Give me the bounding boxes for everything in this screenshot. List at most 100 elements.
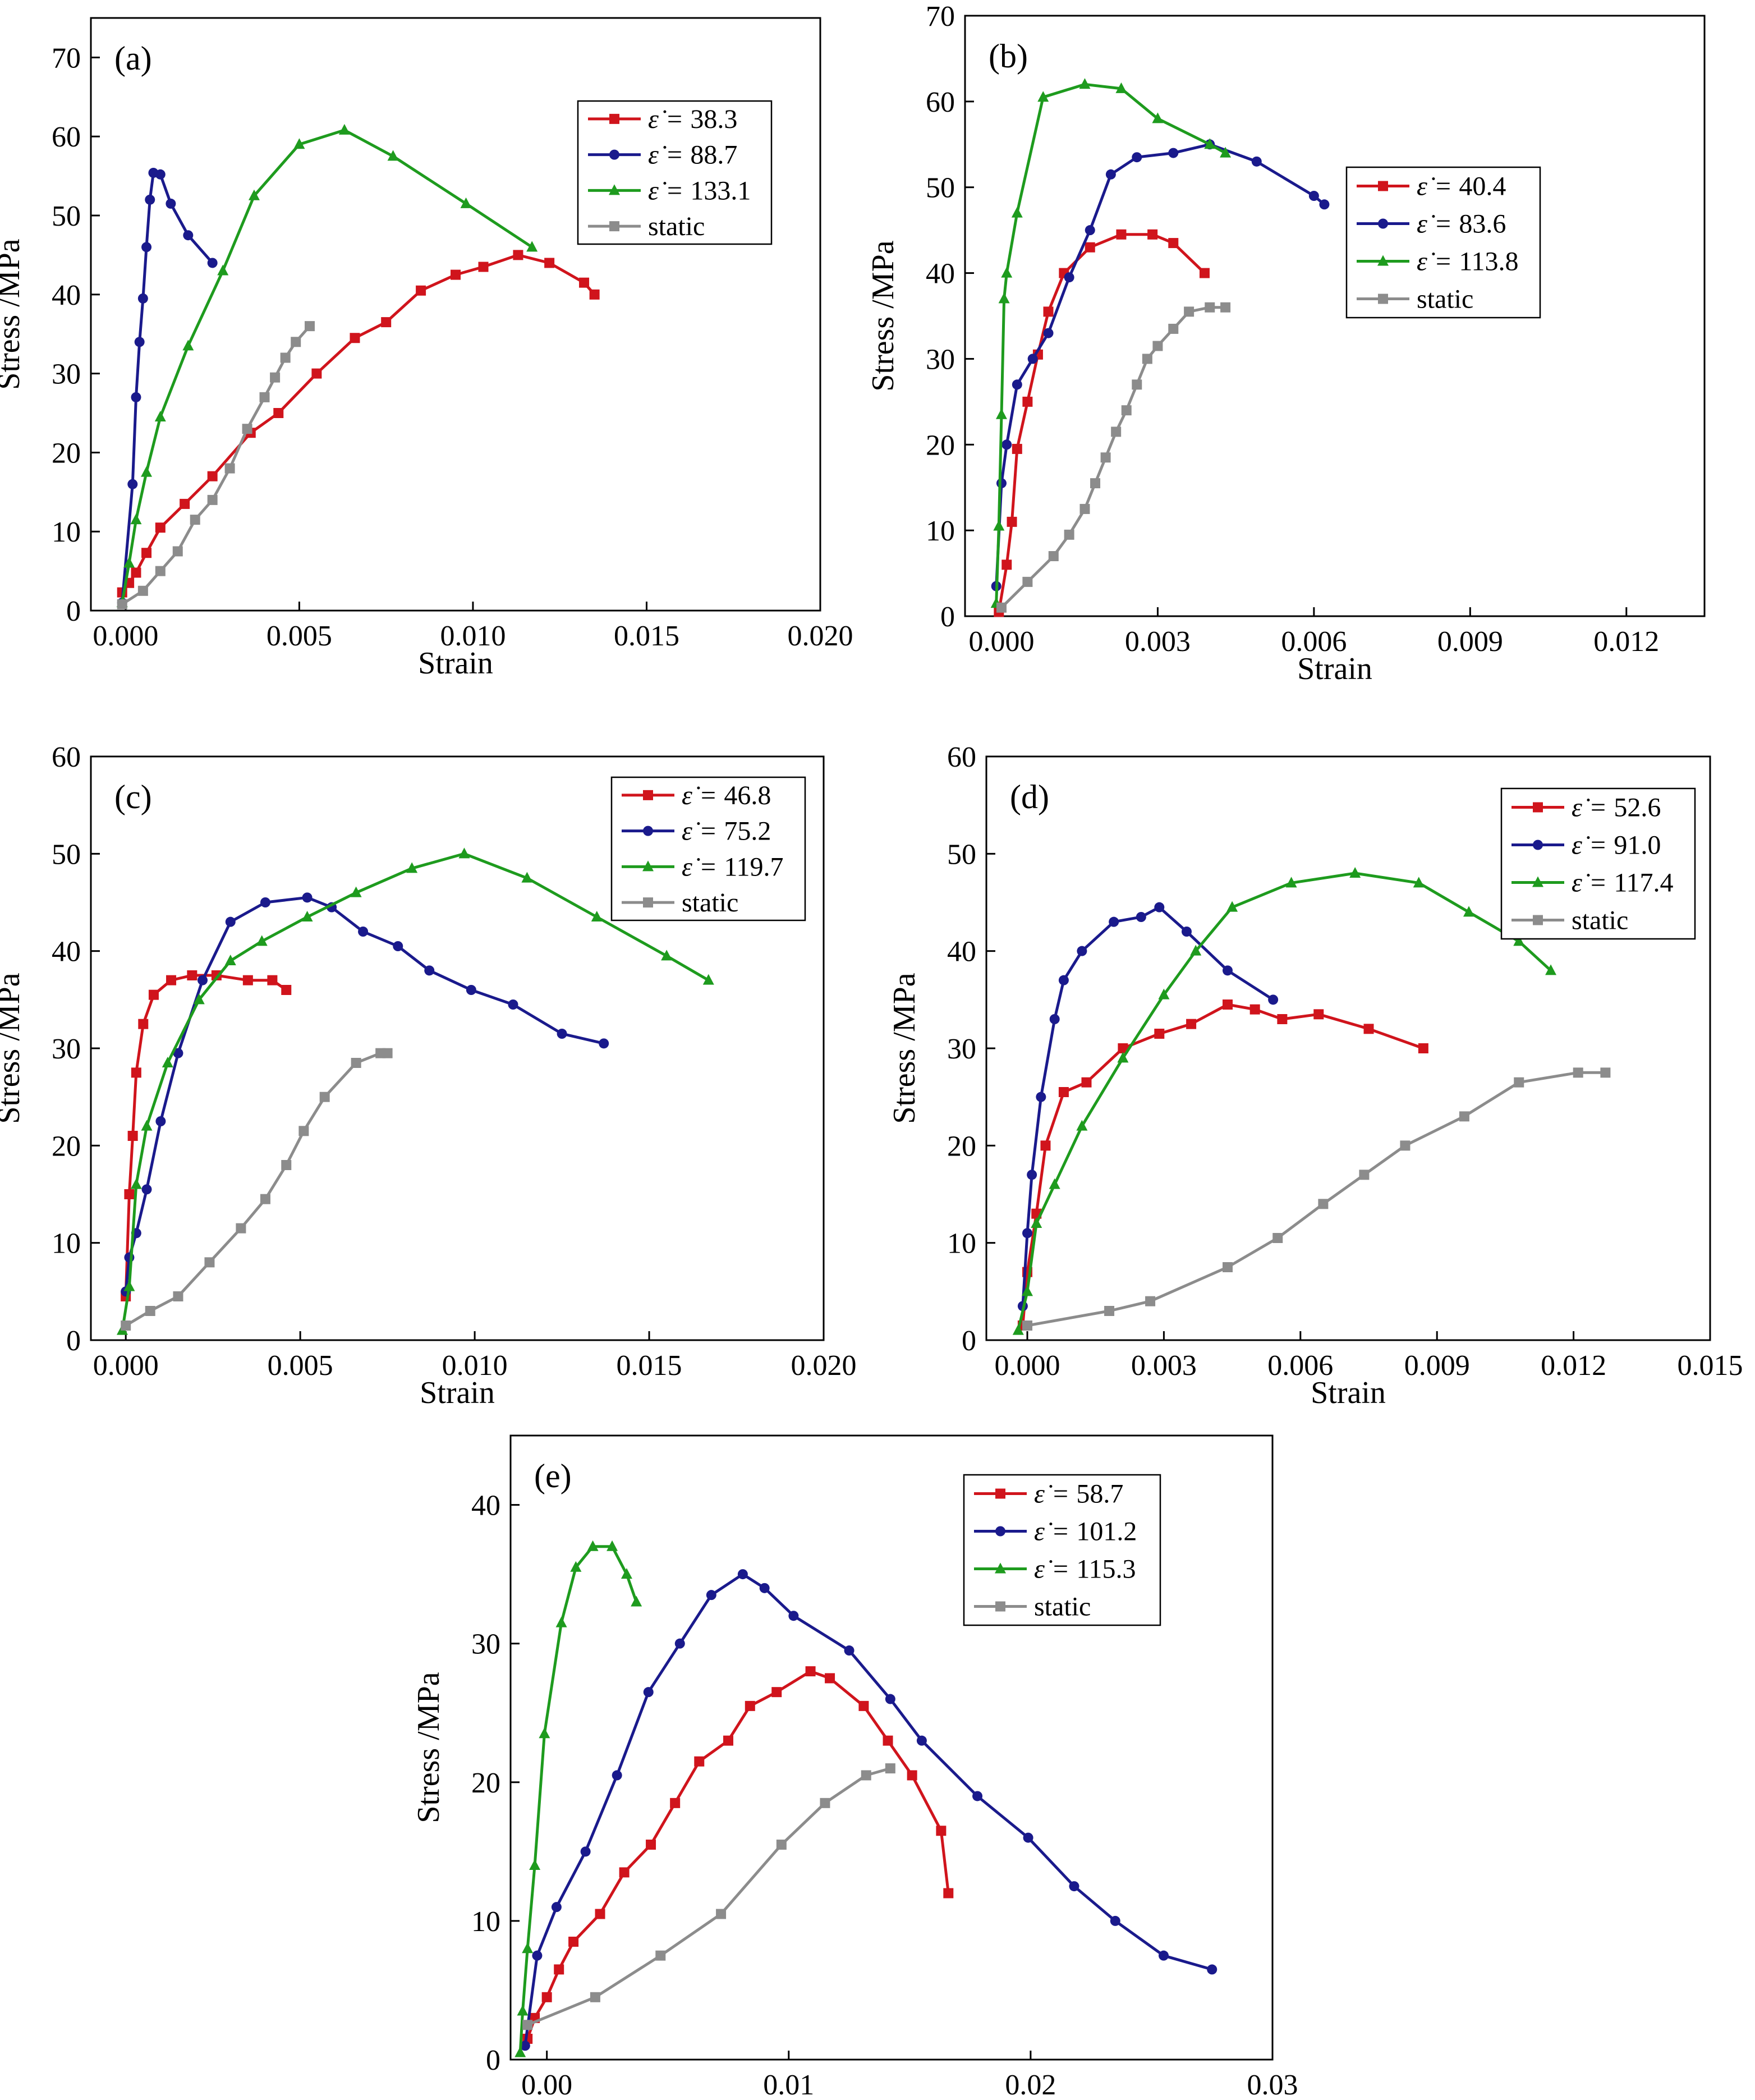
data-point <box>281 1160 292 1170</box>
legend-marker <box>609 221 619 232</box>
data-point <box>145 1306 155 1316</box>
panel-c: 0.000 0.005 0.010 0.015 0.020 0 10 20 30 40 50 60 St… <box>0 741 857 1410</box>
legend-symbol: ε̇ = <box>648 104 690 134</box>
y-tick-label: 20 <box>947 1130 976 1162</box>
x-tick-label: 0.020 <box>791 1350 857 1382</box>
legend-label: ε̇ = 88.7 <box>648 140 737 170</box>
y-tick-label: 50 <box>947 838 976 870</box>
legend-value: 119.7 <box>724 852 783 882</box>
data-point <box>612 1770 622 1781</box>
legend-item: ε̇ = 46.8 <box>622 781 771 810</box>
legend-value: 46.8 <box>724 781 771 810</box>
legend-value: 40.4 <box>1459 172 1506 201</box>
legend-item: static <box>1511 906 1628 936</box>
data-point <box>607 1540 618 1551</box>
legend-marker <box>1377 255 1389 266</box>
data-point <box>424 965 435 976</box>
data-point <box>544 258 555 268</box>
data-point <box>1285 877 1297 888</box>
data-point <box>788 1611 799 1621</box>
legend-marker <box>995 1562 1006 1574</box>
series-static <box>121 1048 393 1331</box>
data-point <box>260 1194 270 1204</box>
data-point <box>661 950 673 961</box>
data-point <box>267 975 278 985</box>
data-point <box>141 548 152 558</box>
legend-label: ε̇ = 83.6 <box>1417 209 1506 239</box>
data-point <box>996 602 1007 613</box>
series-line <box>523 1572 1214 2047</box>
data-point <box>182 340 194 351</box>
data-point <box>1022 1285 1033 1296</box>
x-tick-label: 0.000 <box>968 626 1034 658</box>
legend-item: static <box>974 1592 1091 1622</box>
legend-label: ε̇ = 119.7 <box>682 852 784 882</box>
data-point <box>350 333 360 343</box>
data-point <box>936 1826 947 1836</box>
data-point <box>1159 1950 1169 1961</box>
data-point <box>173 1291 183 1301</box>
data-point <box>1040 1140 1051 1151</box>
x-tick-label: 0.003 <box>1131 1350 1197 1382</box>
y-tick-label: 10 <box>471 1906 500 1938</box>
series-46.8 <box>121 970 292 1301</box>
data-point <box>1001 267 1013 278</box>
series-119.7 <box>116 847 714 1335</box>
data-point <box>1154 1029 1165 1039</box>
legend-value: 91.0 <box>1614 831 1661 860</box>
y-tick-label: 40 <box>947 936 976 968</box>
data-point <box>1090 478 1101 489</box>
data-point <box>1204 138 1216 149</box>
y-tick-label: 20 <box>926 429 955 461</box>
y-tick-label: 40 <box>52 279 81 311</box>
data-point <box>1058 1087 1069 1097</box>
data-point <box>737 1569 748 1580</box>
series-line <box>1017 872 1552 1332</box>
data-point <box>508 999 518 1010</box>
data-point <box>1110 1915 1120 1926</box>
legend-marker <box>1533 802 1543 813</box>
data-point <box>1199 268 1210 278</box>
data-point <box>643 1687 654 1698</box>
legend-value: 113.8 <box>1459 247 1518 277</box>
data-point <box>1117 1052 1129 1063</box>
y-tick-label: 20 <box>52 437 81 469</box>
legend-label: static <box>648 212 705 241</box>
data-point <box>1118 1043 1128 1053</box>
data-point <box>555 1616 567 1627</box>
y-axis-label: Stress /MPa <box>887 973 922 1124</box>
legend-symbol: ε̇ = <box>1034 1555 1076 1584</box>
legend-item: ε̇ = 91.0 <box>1511 831 1661 860</box>
data-point <box>1514 1077 1524 1088</box>
legend-value: 101.2 <box>1076 1517 1137 1547</box>
data-point <box>674 1638 685 1649</box>
series-83.6 <box>991 139 1330 592</box>
data-point <box>706 1590 716 1601</box>
legend-item: ε̇ = 83.6 <box>1357 209 1506 239</box>
legend-box <box>1500 787 1696 940</box>
x-tick-label: 0.015 <box>617 1350 682 1382</box>
data-point <box>745 1700 755 1711</box>
data-point <box>1043 328 1054 338</box>
series-line <box>121 324 311 606</box>
data-point <box>155 522 166 533</box>
y-tick-label: 60 <box>926 86 955 118</box>
data-point <box>1022 1320 1033 1331</box>
data-point <box>121 1320 131 1331</box>
data-point <box>1115 82 1127 93</box>
x-tick-label: 0.020 <box>788 620 853 652</box>
data-point <box>478 262 489 272</box>
x-axis-label: Strain <box>1311 1375 1386 1410</box>
series-line <box>121 253 596 594</box>
y-axis-label: Stress /MPa <box>866 240 901 391</box>
y-tick-label: 10 <box>926 515 955 547</box>
data-point <box>204 1257 215 1268</box>
y-tick-label: 20 <box>471 1767 500 1799</box>
series-115.3 <box>514 1540 642 2057</box>
series-line <box>1021 906 1275 1308</box>
data-point <box>1184 306 1194 317</box>
data-point <box>256 935 268 946</box>
legend-marker <box>1378 181 1388 191</box>
